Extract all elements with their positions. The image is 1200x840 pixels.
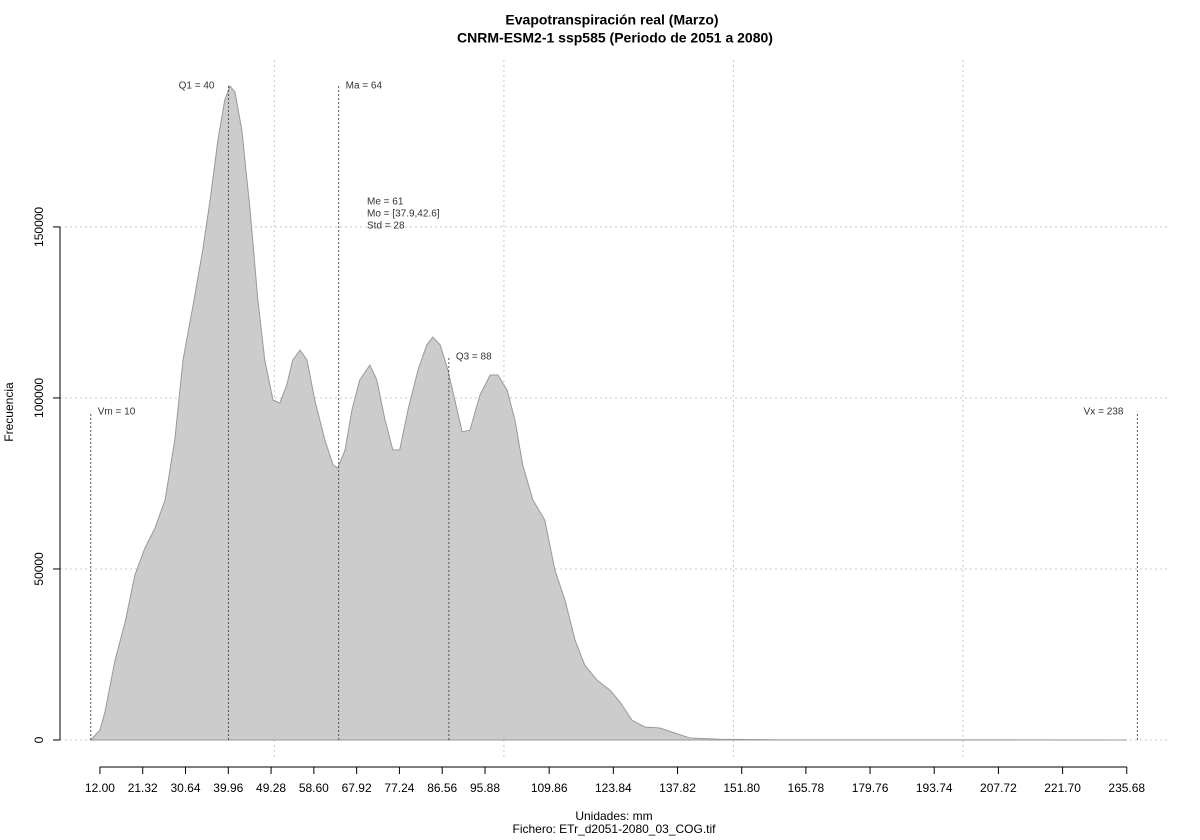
stat-marker-label: Vm = 10 <box>98 406 136 417</box>
x-tick-label: 67.92 <box>342 781 372 795</box>
stat-text: Std = 28 <box>367 221 405 232</box>
chart-subtitle: CNRM-ESM2-1 ssp585 (Periodo de 2051 a 20… <box>457 30 773 46</box>
x-tick-label: 165.78 <box>788 781 825 795</box>
x-tick-label: 235.68 <box>1108 781 1145 795</box>
chart-title: Evapotranspiración real (Marzo) <box>505 12 718 28</box>
x-tick-label: 207.72 <box>980 781 1017 795</box>
x-tick-label: 86.56 <box>427 781 457 795</box>
y-tick-label: 100000 <box>32 378 46 418</box>
x-tick-label: 12.00 <box>85 781 115 795</box>
y-tick-label: 50000 <box>32 552 46 586</box>
y-tick-label: 0 <box>32 736 46 743</box>
x-tick-label: 58.60 <box>299 781 329 795</box>
stat-marker-label: Q1 = 40 <box>179 81 215 92</box>
x-tick-label: 179.76 <box>852 781 889 795</box>
stat-marker-label: Vx = 238 <box>1084 406 1124 417</box>
x-axis-label: Unidades: mm <box>575 809 652 823</box>
stat-marker-label: Ma = 64 <box>346 81 383 92</box>
x-tick-label: 151.80 <box>723 781 760 795</box>
x-tick-label: 137.82 <box>659 781 696 795</box>
stat-marker-label: Q3 = 88 <box>456 352 492 363</box>
density-area <box>89 85 1127 741</box>
x-tick-label: 39.96 <box>213 781 243 795</box>
caption: Fichero: ETr_d2051-2080_03_COG.tif <box>513 822 717 836</box>
x-tick-label: 193.74 <box>916 781 953 795</box>
stat-text: Me = 61 <box>367 197 404 208</box>
x-tick-label: 123.84 <box>595 781 632 795</box>
x-tick-label: 49.28 <box>256 781 286 795</box>
x-tick-label: 109.86 <box>531 781 568 795</box>
x-tick-label: 21.32 <box>128 781 158 795</box>
x-tick-label: 77.24 <box>384 781 414 795</box>
stat-text: Mo = [37.9,42.6] <box>367 209 440 220</box>
x-tick-label: 30.64 <box>170 781 200 795</box>
y-axis-label: Frecuencia <box>2 382 16 442</box>
x-tick-label: 221.70 <box>1044 781 1081 795</box>
y-tick-label: 150000 <box>32 207 46 247</box>
x-tick-label: 95.88 <box>470 781 500 795</box>
